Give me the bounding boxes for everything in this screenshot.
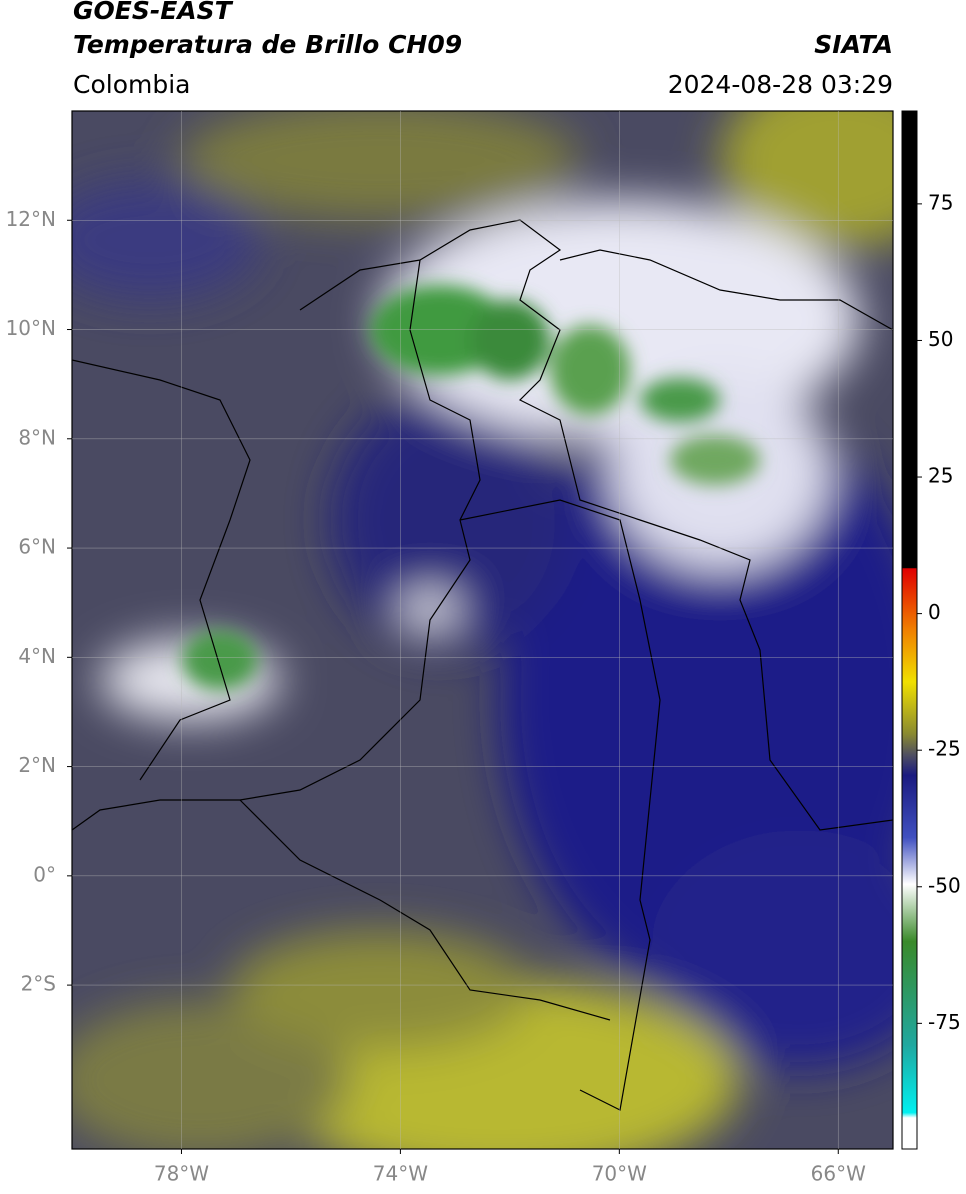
map-frame bbox=[71, 110, 894, 1150]
x-tick-label: 66°W bbox=[811, 1162, 866, 1186]
colorbar-tick-label: 75 bbox=[928, 190, 953, 214]
colorbar bbox=[901, 110, 918, 1150]
y-tick-label: 10°N bbox=[6, 316, 56, 340]
y-tick-label: 12°N bbox=[6, 207, 56, 231]
satellite-image bbox=[72, 111, 893, 1149]
source: SIATA bbox=[814, 30, 893, 59]
region: Colombia bbox=[73, 70, 190, 99]
colorbar-tick-label: -75 bbox=[928, 1010, 961, 1034]
x-tick-label: 70°W bbox=[592, 1162, 647, 1186]
timestamp: 2024-08-28 03:29 bbox=[668, 70, 893, 99]
colorbar-tick-label: -50 bbox=[928, 873, 961, 897]
y-tick-label: 4°N bbox=[18, 644, 56, 668]
x-tick-label: 74°W bbox=[373, 1162, 428, 1186]
y-tick-label: 2°S bbox=[21, 972, 56, 996]
colorbar-tick-label: 25 bbox=[928, 464, 953, 488]
y-tick-label: 6°N bbox=[18, 535, 56, 559]
y-tick-label: 8°N bbox=[18, 425, 56, 449]
colorbar-tick-label: 0 bbox=[928, 600, 941, 624]
borders bbox=[72, 219, 893, 1111]
colorbar-tick-label: -25 bbox=[928, 737, 961, 761]
y-tick-label: 0° bbox=[33, 862, 56, 886]
colorbar-tick-label: 50 bbox=[928, 327, 953, 351]
x-tick-label: 78°W bbox=[154, 1162, 209, 1186]
y-tick-label: 2°N bbox=[18, 753, 56, 777]
subtitle: Temperatura de Brillo CH09 bbox=[73, 30, 462, 59]
title: GOES-EAST bbox=[73, 0, 234, 25]
